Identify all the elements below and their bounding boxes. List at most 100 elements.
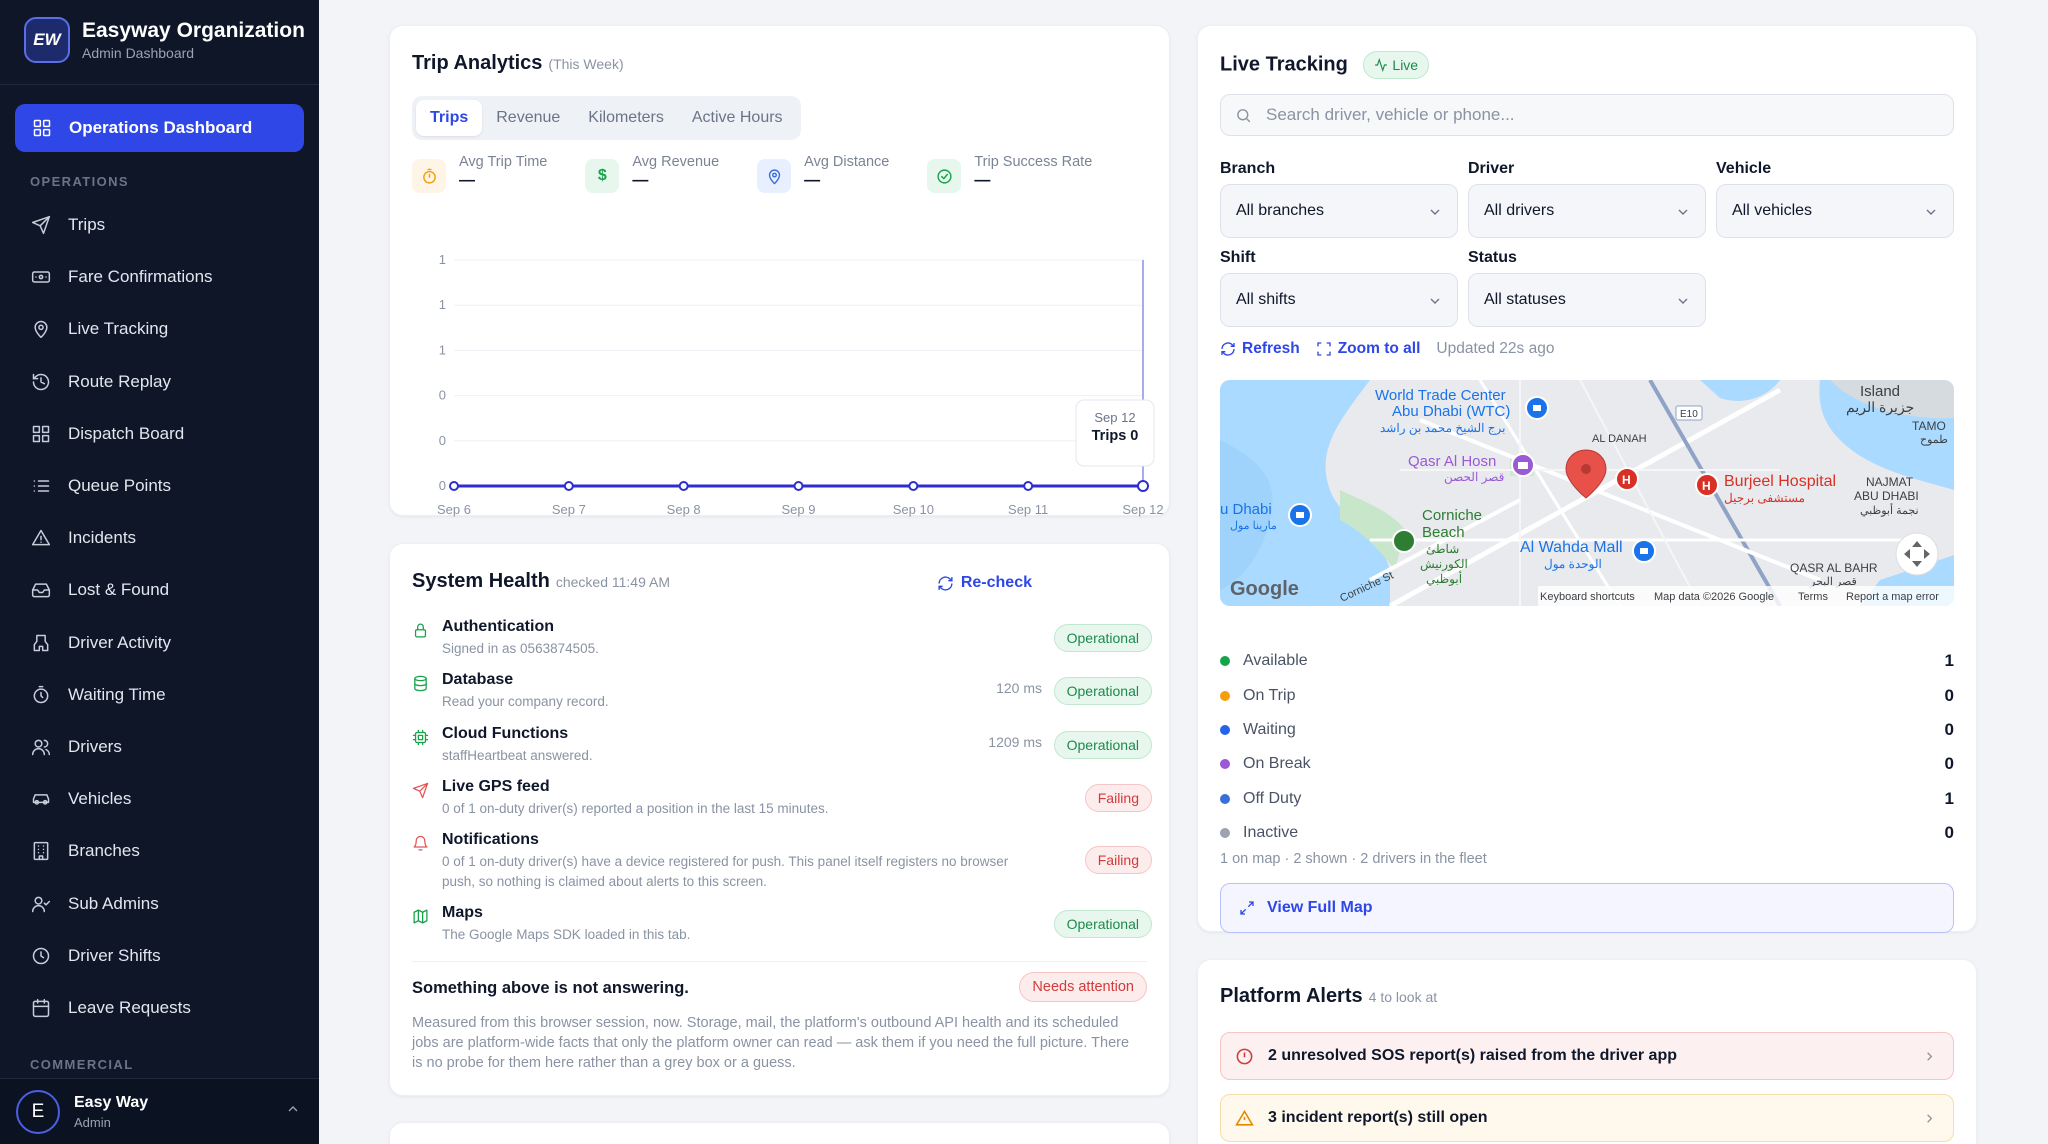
status-badge: Operational bbox=[1053, 677, 1152, 705]
sidebar-item-route-replay[interactable]: Route Replay bbox=[30, 356, 310, 408]
kpi-value: — bbox=[459, 172, 475, 189]
user-menu[interactable]: E Easy Way Admin bbox=[0, 1078, 319, 1144]
map-label: Beach bbox=[1422, 524, 1465, 541]
status-label: Inactive bbox=[1243, 824, 1299, 842]
sidebar-item-trips[interactable]: Trips bbox=[30, 199, 310, 251]
sidebar-item-driver-shifts[interactable]: Driver Shifts bbox=[30, 930, 310, 982]
trip-chart-svg: 1 1 1 0 0 0 Sep 6 Sep 7 Sep 8 Sep 9 Sep 10 Sep 11 Se… bbox=[437, 252, 1164, 517]
map-actions: Refresh Zoom to all Updated 22s ago bbox=[1220, 340, 1554, 358]
brand[interactable]: EW Easyway Organization Admin Dashboard bbox=[24, 17, 305, 63]
status-row-on-break: On Break 0 bbox=[1220, 747, 1954, 781]
status-label: On Break bbox=[1243, 755, 1311, 773]
terms-link[interactable]: Terms bbox=[1798, 591, 1828, 603]
kpi-value: — bbox=[974, 172, 991, 189]
expand-icon bbox=[1240, 901, 1254, 915]
refresh-button[interactable]: Refresh bbox=[1220, 340, 1300, 358]
sidebar-item-label: Driver Activity bbox=[68, 632, 171, 652]
map-label: شاطئ bbox=[1426, 542, 1459, 556]
building-icon bbox=[30, 840, 52, 862]
chevron-right-icon bbox=[1922, 1049, 1937, 1069]
recheck-button[interactable]: Re-check bbox=[937, 574, 1032, 592]
live-map[interactable]: World Trade Center Abu Dhabi (WTC) برج ا… bbox=[1220, 380, 1954, 606]
map-label: Abu Dhabi (WTC) bbox=[1392, 403, 1510, 420]
zoom-to-all-button[interactable]: Zoom to all bbox=[1316, 340, 1420, 358]
sidebar-item-live-tracking[interactable]: Live Tracking bbox=[30, 303, 310, 355]
health-row-authentication: Authentication Signed in as 0563874505. … bbox=[412, 618, 1152, 658]
live-badge: Live bbox=[1363, 51, 1430, 79]
tab-kilometers[interactable]: Kilometers bbox=[588, 109, 664, 126]
sidebar-item-operations-dashboard[interactable]: Operations Dashboard bbox=[15, 104, 304, 152]
check-circle-icon bbox=[927, 159, 962, 193]
y-tick-label: 0 bbox=[439, 478, 446, 493]
sidebar-nav: Trips Fare Confirmations Live Tracking R… bbox=[30, 199, 310, 1034]
warning-icon bbox=[30, 527, 52, 549]
refresh-icon bbox=[1221, 342, 1235, 356]
driver-select[interactable]: All drivers bbox=[1468, 184, 1706, 238]
system-health-card: System Health checked 11:49 AM Re-check A… bbox=[389, 543, 1170, 1096]
sidebar-item-waiting-time[interactable]: Waiting Time bbox=[30, 669, 310, 721]
sidebar-item-incidents[interactable]: Incidents bbox=[30, 512, 310, 564]
dollar-icon: $ bbox=[585, 159, 620, 193]
updated-time: Updated 22s ago bbox=[1436, 340, 1555, 357]
select-value: All vehicles bbox=[1732, 202, 1813, 219]
chevron-up-icon[interactable] bbox=[285, 1101, 305, 1121]
kpi-value: — bbox=[804, 172, 821, 189]
chevron-right-icon bbox=[1922, 1111, 1937, 1131]
car-icon bbox=[30, 788, 52, 810]
kpi-label: Avg Trip Time bbox=[459, 154, 548, 170]
sidebar-item-branches[interactable]: Branches bbox=[30, 825, 310, 877]
sidebar-item-label: Lost & Found bbox=[68, 580, 170, 600]
status-dot bbox=[1220, 759, 1230, 770]
history-icon bbox=[30, 371, 52, 393]
chevron-down-icon bbox=[1923, 204, 1939, 220]
svg-text:H: H bbox=[1622, 473, 1631, 487]
chevron-down-icon bbox=[1675, 293, 1691, 309]
search-input[interactable]: Search driver, vehicle or phone... bbox=[1220, 94, 1954, 136]
sidebar-item-label: Fare Confirmations bbox=[68, 267, 213, 287]
sidebar-item-label: Driver Shifts bbox=[68, 945, 161, 965]
sidebar-item-dispatch-board[interactable]: Dispatch Board bbox=[30, 408, 310, 460]
x-tick-label: Sep 7 bbox=[552, 502, 586, 517]
vehicle-select[interactable]: All vehicles bbox=[1716, 184, 1954, 238]
health-row-notifications: Notifications 0 of 1 on-duty driver(s) h… bbox=[412, 831, 1152, 889]
view-full-map-button[interactable]: View Full Map bbox=[1220, 883, 1954, 933]
status-count: 0 bbox=[1944, 823, 1954, 843]
alert-incidents[interactable]: 3 incident report(s) still open bbox=[1220, 1094, 1954, 1142]
recheck-label: Re-check bbox=[960, 574, 1032, 591]
health-name: Live GPS feed bbox=[442, 778, 550, 795]
sidebar-item-driver-activity[interactable]: Driver Activity bbox=[30, 617, 310, 669]
report-map-error-link[interactable]: Report a map error bbox=[1846, 591, 1939, 603]
sidebar-item-sub-admins[interactable]: Sub Admins bbox=[30, 877, 310, 929]
map-camera-control[interactable] bbox=[1895, 532, 1939, 576]
status-row-inactive: Inactive 0 bbox=[1220, 816, 1954, 850]
sidebar-item-label: Leave Requests bbox=[68, 997, 191, 1017]
kpi-label: Trip Success Rate bbox=[974, 154, 1093, 170]
kpi-trip-success-rate: Trip Success Rate — bbox=[927, 154, 1092, 193]
sidebar-item-leave-requests[interactable]: Leave Requests bbox=[30, 982, 310, 1034]
sidebar-item-lost-found[interactable]: Lost & Found bbox=[30, 564, 310, 616]
alert-sos[interactable]: 2 unresolved SOS report(s) raised from t… bbox=[1220, 1032, 1954, 1080]
database-icon bbox=[412, 675, 430, 693]
status-row-waiting: Waiting 0 bbox=[1220, 713, 1954, 747]
brand-subtitle: Admin Dashboard bbox=[82, 45, 195, 61]
select-value: All statuses bbox=[1484, 291, 1566, 308]
data-point bbox=[1137, 480, 1149, 492]
keyboard-shortcuts-link[interactable]: Keyboard shortcuts bbox=[1540, 591, 1635, 603]
sidebar-item-vehicles[interactable]: Vehicles bbox=[30, 773, 310, 825]
driver-marker[interactable] bbox=[1565, 449, 1607, 499]
tab-active-hours[interactable]: Active Hours bbox=[691, 109, 783, 126]
sidebar-item-queue-points[interactable]: Queue Points bbox=[30, 460, 310, 512]
sidebar-item-drivers[interactable]: Drivers bbox=[30, 721, 310, 773]
warning-icon bbox=[1235, 1109, 1254, 1126]
alert-circle-icon bbox=[1236, 1048, 1253, 1064]
shift-select[interactable]: All shifts bbox=[1220, 273, 1458, 327]
card-title: Trip Analytics (This Week) bbox=[412, 52, 624, 75]
trip-analytics-title: Trip Analytics bbox=[412, 52, 543, 74]
map-label: مارينا مول bbox=[1230, 520, 1277, 532]
sidebar-item-fare-confirmations[interactable]: Fare Confirmations bbox=[30, 251, 310, 303]
sidebar-item-label: Branches bbox=[68, 841, 140, 861]
tab-revenue[interactable]: Revenue bbox=[496, 109, 561, 126]
tab-trips[interactable]: Trips bbox=[416, 100, 483, 136]
branch-select[interactable]: All branches bbox=[1220, 184, 1458, 238]
status-select[interactable]: All statuses bbox=[1468, 273, 1706, 327]
